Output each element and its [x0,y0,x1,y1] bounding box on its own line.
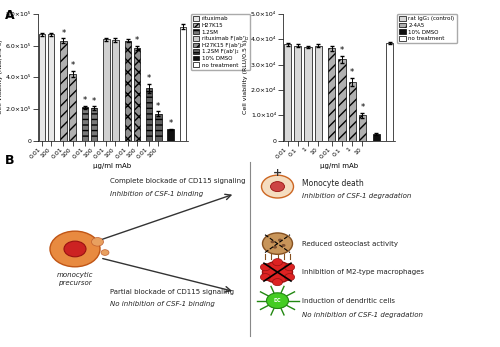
Circle shape [272,279,282,286]
Text: Induction of dendritic cells: Induction of dendritic cells [302,298,396,304]
Bar [180,26,186,141]
Text: *: * [135,36,139,45]
Bar [314,45,322,141]
Circle shape [273,246,277,248]
Text: *: * [350,68,354,77]
Text: Complete blockade of CD115 signaling: Complete blockade of CD115 signaling [110,178,246,184]
Text: A: A [5,9,15,22]
Text: Inhibition of CSF-1 degradation: Inhibition of CSF-1 degradation [302,193,412,198]
Circle shape [284,264,294,271]
Text: Inhibition of CSF-1 binding: Inhibition of CSF-1 binding [110,191,203,197]
X-axis label: μg/ml mAb: μg/ml mAb [94,163,132,169]
Text: *: * [83,96,87,105]
Text: No inhibition of CSF-1 binding: No inhibition of CSF-1 binding [110,301,215,307]
Circle shape [272,259,282,266]
Text: *: * [147,74,152,83]
Bar [82,107,88,141]
Y-axis label: Cell viability (RLU/0.5 s): Cell viability (RLU/0.5 s) [0,40,3,115]
Circle shape [266,293,288,308]
Bar [146,88,152,141]
Bar [112,40,118,141]
Text: monocytic
precursor: monocytic precursor [57,272,93,286]
Circle shape [260,273,270,281]
Bar [155,113,162,141]
Text: No inhibition of CSF-1 degradation: No inhibition of CSF-1 degradation [302,312,424,318]
Bar [70,74,76,141]
Text: *: * [168,119,173,128]
Bar [294,45,302,141]
Circle shape [284,273,294,281]
Text: Partial blockade of CD115 signaling: Partial blockade of CD115 signaling [110,289,234,295]
Text: *: * [360,103,364,112]
Text: *: * [156,102,160,111]
X-axis label: μg/ml mAb: μg/ml mAb [320,163,358,169]
Text: Monocyte death: Monocyte death [302,178,364,187]
Bar [372,134,380,141]
Text: Inhibition of M2-type macrophages: Inhibition of M2-type macrophages [302,269,424,275]
Text: DC: DC [274,298,281,303]
Text: *: * [62,29,66,38]
Circle shape [270,181,284,192]
Bar [386,43,394,141]
Legend: rat IgG₁ (control), 2-4A5, 10% DMSO, no treatment: rat IgG₁ (control), 2-4A5, 10% DMSO, no … [397,14,456,43]
Bar [338,59,345,141]
Y-axis label: Cell viability (RLU/0.5 s): Cell viability (RLU/0.5 s) [243,40,248,115]
Circle shape [282,244,286,247]
Bar [328,48,336,141]
Bar [284,44,291,141]
Circle shape [262,261,292,283]
Text: *: * [92,97,96,106]
Circle shape [262,175,294,198]
Bar [60,41,66,141]
Bar [39,34,46,141]
Bar [348,82,356,141]
Circle shape [262,233,292,254]
Legend: rituximab, H27K15, 1.2SM, rituximab F(ab')₂, H27K15 F(ab')₂, 1.2SM F(ab')₂, 10% : rituximab, H27K15, 1.2SM, rituximab F(ab… [190,14,250,70]
Circle shape [270,240,274,243]
Text: B: B [5,154,15,167]
Bar [304,47,312,141]
Circle shape [50,231,100,267]
Text: +: + [273,168,282,178]
Bar [91,108,97,141]
Bar [168,129,174,141]
Bar [48,34,54,141]
Circle shape [64,241,86,257]
Bar [134,48,140,141]
Bar [124,41,131,141]
Circle shape [260,264,270,271]
Circle shape [101,250,109,255]
Text: Reduced osteoclast activity: Reduced osteoclast activity [302,240,398,247]
Bar [103,39,110,141]
Text: *: * [340,46,344,55]
Text: *: * [70,61,74,70]
Circle shape [92,238,104,246]
Bar [359,115,366,141]
Circle shape [278,239,282,242]
